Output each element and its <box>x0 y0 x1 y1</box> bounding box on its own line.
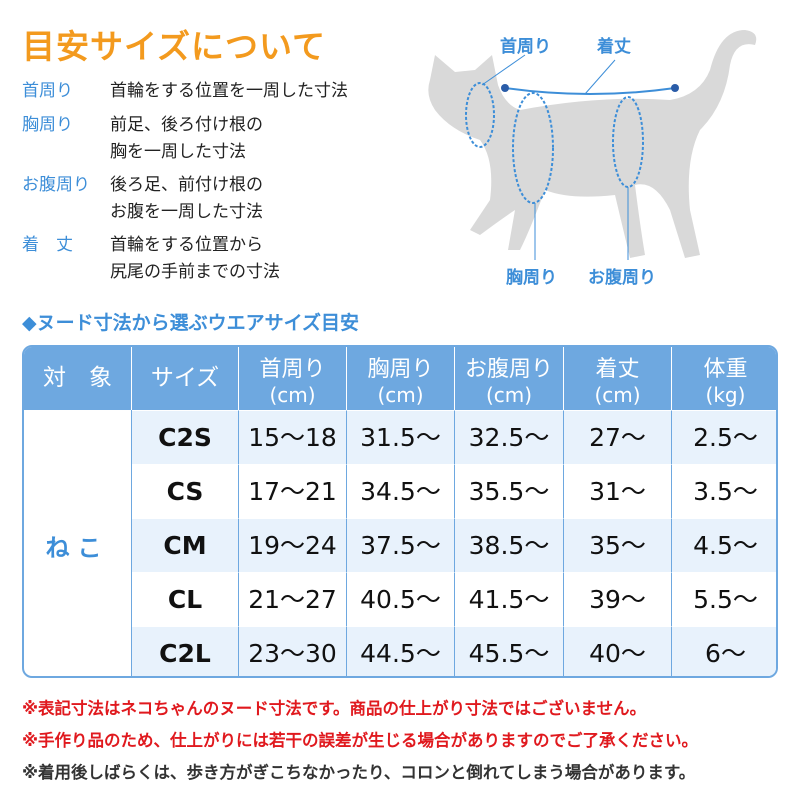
value-cell: 35〜 <box>564 518 672 572</box>
definition-item: 首周り 首輪をする位置を一周した寸法 <box>22 78 402 138</box>
neck-label: 首周り <box>500 37 551 57</box>
column-header: お腹周り (cm) <box>455 347 564 410</box>
note-text: ※手作り品のため、仕上がりには若干の誤差が生じる場合がありますのでご了承ください… <box>22 731 699 750</box>
page-title: 目安サイズについて <box>22 27 327 66</box>
value-cell: 40〜 <box>564 626 672 676</box>
length-label: 着丈 <box>597 37 631 57</box>
definition-desc: 後ろ足、前付け根の <box>110 175 263 195</box>
definition-item: お腹周り 後ろ足、前付け根の お腹を一周した寸法 <box>22 172 402 232</box>
definition-desc: 胸を一周した寸法 <box>110 142 246 162</box>
value-cell: 6〜 <box>672 626 776 676</box>
definition-desc: 首輪をする位置を一周した寸法 <box>110 81 348 101</box>
size-cell: C2L <box>132 626 239 676</box>
header-unit: (cm) <box>485 383 533 407</box>
value-cell: 3.5〜 <box>672 464 776 518</box>
value-cell: 19〜24 <box>239 518 347 572</box>
header-label: サイズ <box>150 365 220 391</box>
belly-label: お腹周り <box>588 268 656 288</box>
value-cell: 17〜21 <box>239 464 347 518</box>
definition-term: お腹周り <box>22 175 90 195</box>
header-label: 着丈 <box>595 357 640 382</box>
size-cell: CS <box>132 464 239 518</box>
header-unit: (kg) <box>705 383 746 407</box>
value-cell: 40.5〜 <box>347 572 455 626</box>
value-cell: 27〜 <box>564 410 672 464</box>
cat-body <box>428 30 757 258</box>
column-header: サイズ <box>132 347 239 410</box>
value-cell: 21〜27 <box>239 572 347 626</box>
definition-term: 着 丈 <box>22 235 73 255</box>
definition-item: 胸周り 前足、後ろ付け根の 胸を一周した寸法 <box>22 112 402 172</box>
definition-item: 着 丈 首輪をする位置から 尻尾の手前までの寸法 <box>22 232 402 292</box>
value-cell: 39〜 <box>564 572 672 626</box>
value-cell: 45.5〜 <box>455 626 564 676</box>
value-cell: 41.5〜 <box>455 572 564 626</box>
header-label: 対 象 <box>43 365 112 391</box>
value-cell: 31〜 <box>564 464 672 518</box>
value-cell: 23〜30 <box>239 626 347 676</box>
size-cell: CL <box>132 572 239 626</box>
size-table: ねこ 対 象サイズ 首周り (cm) 胸周り (cm) お腹周り (cm) 着丈 (cm) 体重(… <box>22 345 778 678</box>
value-cell: 5.5〜 <box>672 572 776 626</box>
column-header: 胸周り (cm) <box>347 347 455 410</box>
column-header: 着丈 (cm) <box>564 347 672 410</box>
column-header: 首周り (cm) <box>239 347 347 410</box>
definition-desc: 首輪をする位置から <box>110 235 263 255</box>
header-label: お腹周り <box>464 357 553 382</box>
cat-silhouette-diagram <box>428 30 757 260</box>
header-label: 首周り <box>259 357 326 382</box>
value-cell: 15〜18 <box>239 410 347 464</box>
column-header: 体重 (kg) <box>672 347 776 410</box>
value-cell: 34.5〜 <box>347 464 455 518</box>
definition-desc: 前足、後ろ付け根の <box>110 115 263 135</box>
column-header: 対 象 <box>24 347 132 410</box>
header-unit: (cm) <box>594 383 641 407</box>
header-unit: (cm) <box>377 383 424 407</box>
value-cell: 32.5〜 <box>455 410 564 464</box>
header-label: 体重 <box>703 357 748 382</box>
definition-term: 首周り <box>22 81 73 101</box>
definition-term: 胸周り <box>22 115 73 135</box>
definition-desc: 尻尾の手前までの寸法 <box>110 262 280 282</box>
header-label: 胸周り <box>367 357 434 382</box>
value-cell: 37.5〜 <box>347 518 455 572</box>
value-cell: 4.5〜 <box>672 518 776 572</box>
size-cell: CM <box>132 518 239 572</box>
target-cell: ねこ <box>24 410 132 676</box>
note-text: ※表記寸法はネコちゃんのヌード寸法です。商品の仕上がり寸法ではございません。 <box>22 699 647 718</box>
size-cell: C2S <box>132 410 239 464</box>
definition-desc: お腹を一周した寸法 <box>110 202 263 222</box>
value-cell: 38.5〜 <box>455 518 564 572</box>
chest-label: 胸周り <box>506 268 557 288</box>
value-cell: 2.5〜 <box>672 410 776 464</box>
note-text: ※着用後しばらくは、歩き方がぎこちなかったり、コロンと倒れてしまう場合があります… <box>22 763 696 782</box>
value-cell: 44.5〜 <box>347 626 455 676</box>
value-cell: 35.5〜 <box>455 464 564 518</box>
header-unit: (cm) <box>269 383 316 407</box>
section-title: ◆ヌード寸法から選ぶウエアサイズ目安 <box>22 312 360 334</box>
value-cell: 31.5〜 <box>347 410 455 464</box>
